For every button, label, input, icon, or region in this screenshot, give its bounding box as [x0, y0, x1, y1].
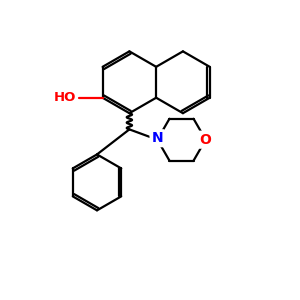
Text: HO: HO — [54, 91, 76, 104]
Text: O: O — [200, 133, 212, 147]
Text: N: N — [152, 131, 163, 145]
